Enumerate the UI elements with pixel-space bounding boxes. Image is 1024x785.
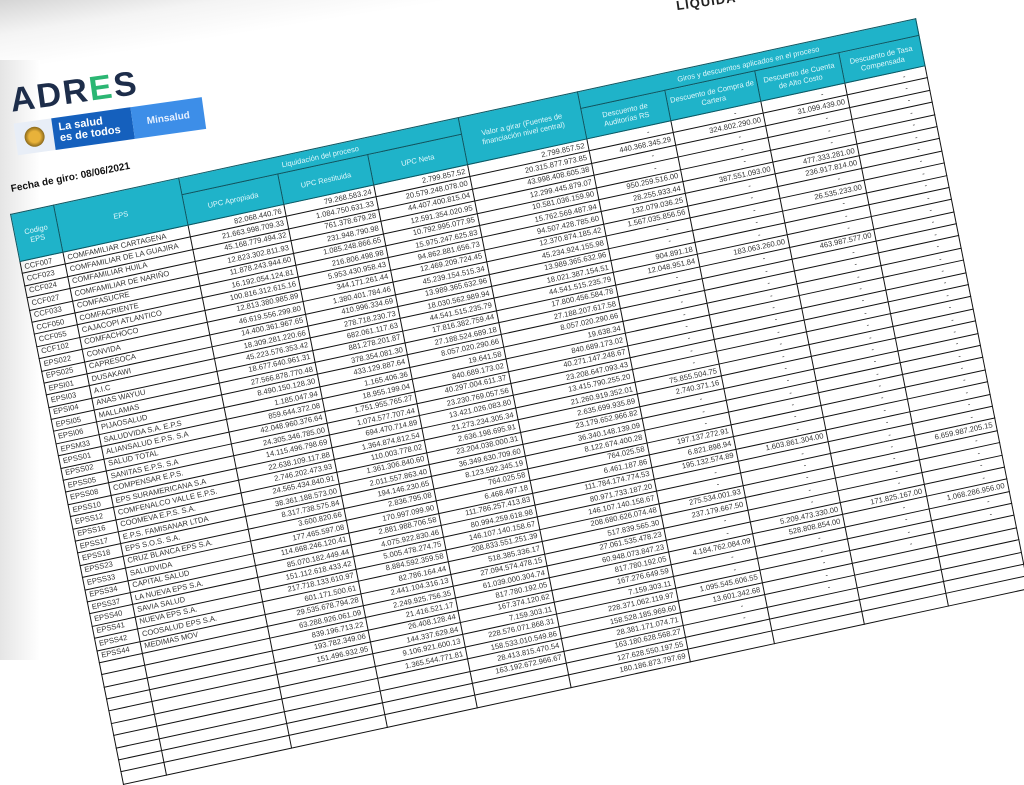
tagline: La salud es de todos (51, 107, 135, 151)
document-title: LIQUIDA (675, 0, 738, 14)
colombia-seal-icon (13, 118, 56, 156)
paper-edge (0, 60, 40, 660)
table-body: CCF007 COMFAMILIAR CARTAGENA 82.068.440.76… (19, 65, 1024, 785)
paper-shadow (0, 0, 651, 79)
minsalud-label: Minsalud (130, 97, 207, 139)
